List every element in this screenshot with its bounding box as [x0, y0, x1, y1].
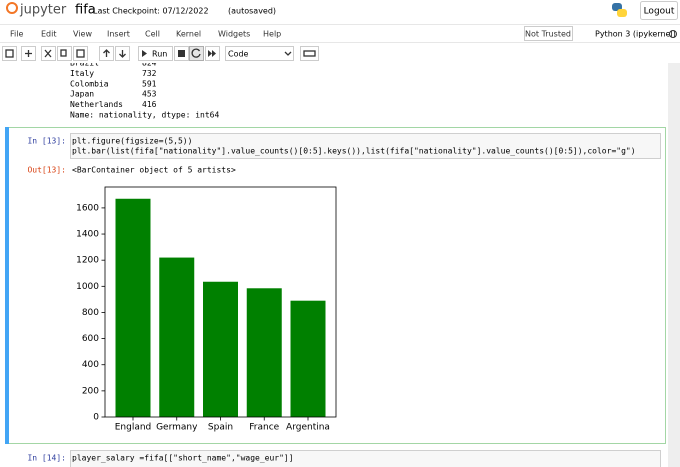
- in-prompt: In [14]:: [27, 454, 66, 463]
- python-logo: [612, 3, 627, 17]
- code-line: plt.figure(figsize=(5,5)): [72, 137, 192, 146]
- bar: [115, 198, 151, 417]
- copy-button[interactable]: [57, 46, 72, 61]
- save-button[interactable]: [2, 46, 17, 61]
- x-tick-label: France: [249, 423, 279, 433]
- y-tick-label: 200: [82, 386, 99, 396]
- code-input[interactable]: [70, 133, 661, 159]
- notebook-name[interactable]: fifa: [75, 3, 96, 18]
- row-value: 591: [142, 79, 157, 88]
- output-footer: Name: nationality, dtype: int64: [70, 111, 219, 120]
- in-prompt: In [13]:: [27, 137, 66, 146]
- row-value: 416: [142, 100, 157, 109]
- cell-type-select[interactable]: [225, 46, 294, 61]
- menu-item[interactable]: View: [73, 30, 92, 39]
- page-margin: [668, 62, 680, 467]
- run-label: Run: [152, 50, 167, 59]
- bar: [290, 300, 326, 417]
- run-button[interactable]: [138, 46, 173, 61]
- trust-button[interactable]: [524, 26, 573, 41]
- y-tick-label: 1000: [76, 282, 99, 292]
- code-input[interactable]: [70, 450, 661, 467]
- bar-chart: 0 200 400 600 800 1000 1200 1400 1600 England Germ…: [76, 186, 337, 433]
- y-tick-label: 1600: [76, 203, 99, 213]
- out-prompt: Out[13]:: [27, 166, 66, 175]
- cell-type-label: Code: [228, 50, 249, 59]
- autosave: (autosaved): [228, 7, 276, 16]
- toolbar: [2, 46, 319, 61]
- row-label: Brazil: [70, 59, 99, 68]
- plot-frame: [104, 186, 337, 418]
- x-tick-label: Spain: [208, 423, 233, 433]
- jupyter-logo[interactable]: jupyter: [19, 3, 67, 18]
- bar: [203, 281, 238, 417]
- row-label: Japan: [70, 90, 94, 99]
- code-line: plt.bar(list(fifa["nationality"].value_c…: [72, 147, 636, 156]
- kernel-name: Python 3 (ipykernel): [595, 30, 676, 39]
- checkpoint: Last Checkpoint: 07/12/2022: [93, 7, 209, 16]
- x-tick-label: Germany: [156, 423, 198, 433]
- row-label: Netherlands: [70, 100, 123, 109]
- menu-item[interactable]: Kernel: [176, 30, 201, 39]
- menu-item[interactable]: Help: [263, 30, 281, 39]
- kernel-indicator: [669, 30, 677, 38]
- menu-item[interactable]: Widgets: [218, 30, 250, 39]
- paste-button[interactable]: [73, 46, 88, 61]
- x-tick-label: Argentina: [286, 423, 330, 433]
- y-tick-label: 800: [82, 308, 99, 318]
- menu-item[interactable]: Insert: [107, 30, 130, 39]
- bar: [159, 257, 195, 417]
- output-rows: Brazil 824 Italy 732 Colombia 591 Japan 453 Neth…: [70, 59, 157, 109]
- menu-item[interactable]: File: [10, 30, 23, 39]
- logout-label: Logout: [644, 7, 675, 17]
- y-tick-label: 1400: [76, 230, 99, 240]
- previous-output: Brazil 824 Italy 732 Colombia 591 Japan 453 Neth…: [70, 59, 219, 120]
- cell-selection-bar: [5, 127, 9, 444]
- row-value: 732: [142, 69, 157, 78]
- command-palette-button[interactable]: [300, 46, 319, 61]
- row-label: Colombia: [70, 79, 109, 88]
- y-tick-label: 600: [82, 334, 99, 344]
- menu-item[interactable]: Edit: [41, 30, 57, 39]
- menu-item[interactable]: Cell: [145, 30, 160, 39]
- bar: [246, 288, 282, 417]
- code-line: player_salary =fifa[["short_name","wage_…: [72, 454, 294, 463]
- row-value: 453: [142, 90, 157, 99]
- x-tick-label: England: [115, 423, 152, 433]
- row-value: 824: [142, 59, 157, 68]
- row-label: Italy: [70, 69, 94, 78]
- logout-button[interactable]: [640, 1, 678, 20]
- y-tick-label: 0: [93, 413, 99, 423]
- cell-output: <BarContainer object of 5 artists>: [72, 166, 236, 175]
- y-tick-label: 400: [82, 360, 99, 370]
- menu-bar: File Edit View Insert Cell Kernel Widgets Help: [10, 30, 281, 39]
- y-tick-label: 1200: [76, 256, 99, 266]
- jupyter-logo-icon: [6, 2, 18, 14]
- trust-label: Not Trusted: [525, 30, 571, 39]
